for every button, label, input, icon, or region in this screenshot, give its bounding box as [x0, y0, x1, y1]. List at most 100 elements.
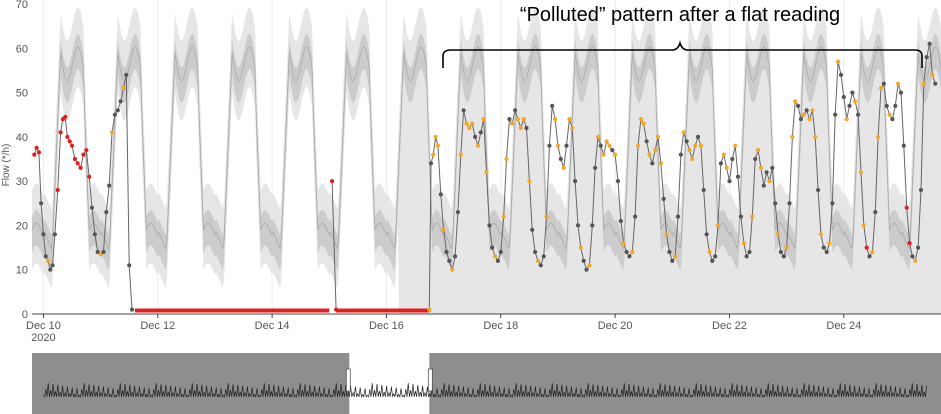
- data-point[interactable]: [470, 121, 475, 126]
- data-point[interactable]: [558, 156, 563, 162]
- data-point[interactable]: [458, 152, 463, 157]
- data-point[interactable]: [433, 134, 438, 139]
- data-point[interactable]: [721, 152, 726, 157]
- data-point[interactable]: [827, 241, 832, 246]
- data-point[interactable]: [890, 117, 895, 122]
- data-point[interactable]: [330, 179, 335, 184]
- data-point[interactable]: [115, 108, 120, 113]
- data-point[interactable]: [455, 210, 460, 215]
- data-point[interactable]: [853, 99, 858, 104]
- data-point[interactable]: [824, 249, 829, 255]
- data-point[interactable]: [427, 307, 432, 312]
- data-point[interactable]: [547, 143, 552, 148]
- data-point[interactable]: [873, 210, 878, 215]
- data-point[interactable]: [796, 103, 801, 108]
- data-point[interactable]: [673, 254, 678, 259]
- data-point[interactable]: [513, 108, 518, 113]
- data-point[interactable]: [884, 103, 889, 108]
- data-point[interactable]: [72, 156, 77, 162]
- data-point[interactable]: [541, 254, 546, 259]
- data-point[interactable]: [473, 134, 478, 139]
- data-point[interactable]: [67, 139, 72, 144]
- data-point[interactable]: [87, 174, 92, 179]
- data-point[interactable]: [453, 254, 458, 259]
- slider-handle-right[interactable]: [427, 368, 433, 392]
- data-point[interactable]: [475, 143, 480, 148]
- data-point[interactable]: [538, 263, 543, 268]
- data-point[interactable]: [41, 232, 46, 237]
- data-point[interactable]: [450, 267, 455, 272]
- data-point[interactable]: [48, 267, 53, 272]
- data-point[interactable]: [681, 130, 686, 135]
- data-point[interactable]: [901, 143, 906, 148]
- data-point[interactable]: [878, 86, 884, 91]
- data-point[interactable]: [898, 90, 904, 95]
- data-point[interactable]: [761, 183, 766, 188]
- data-point[interactable]: [65, 134, 70, 139]
- data-point[interactable]: [567, 117, 572, 122]
- data-point[interactable]: [733, 143, 738, 148]
- data-point[interactable]: [615, 179, 621, 184]
- data-point[interactable]: [744, 254, 749, 259]
- data-point[interactable]: [63, 114, 68, 119]
- data-point[interactable]: [428, 161, 434, 166]
- data-point[interactable]: [501, 214, 506, 219]
- data-point[interactable]: [821, 245, 826, 250]
- data-point[interactable]: [95, 249, 100, 255]
- data-point[interactable]: [607, 143, 612, 148]
- data-point[interactable]: [618, 218, 623, 224]
- data-point[interactable]: [661, 196, 666, 201]
- data-point[interactable]: [764, 170, 769, 175]
- data-point[interactable]: [50, 263, 55, 268]
- data-point[interactable]: [527, 179, 532, 184]
- data-point[interactable]: [593, 165, 598, 170]
- data-point[interactable]: [841, 94, 846, 100]
- data-point[interactable]: [718, 161, 724, 166]
- data-point[interactable]: [790, 134, 795, 139]
- data-point[interactable]: [758, 165, 764, 170]
- data-point[interactable]: [813, 134, 818, 139]
- data-point[interactable]: [613, 152, 618, 157]
- data-point[interactable]: [927, 41, 932, 47]
- data-point[interactable]: [581, 258, 586, 263]
- data-point[interactable]: [447, 258, 452, 263]
- data-point[interactable]: [836, 59, 841, 64]
- series-points[interactable]: [32, 41, 938, 312]
- data-point[interactable]: [561, 165, 566, 170]
- data-point[interactable]: [644, 139, 649, 144]
- data-point[interactable]: [653, 148, 658, 153]
- data-point[interactable]: [847, 103, 852, 108]
- data-point[interactable]: [807, 117, 812, 122]
- data-point[interactable]: [747, 249, 752, 255]
- data-point[interactable]: [487, 223, 492, 228]
- data-point[interactable]: [490, 245, 495, 250]
- data-point[interactable]: [655, 134, 661, 139]
- data-point[interactable]: [684, 139, 689, 144]
- data-point[interactable]: [876, 134, 881, 139]
- data-point[interactable]: [830, 201, 835, 206]
- data-point[interactable]: [564, 143, 569, 148]
- data-point[interactable]: [484, 170, 489, 175]
- data-point[interactable]: [515, 117, 521, 122]
- data-point[interactable]: [507, 117, 512, 122]
- data-point[interactable]: [121, 86, 126, 91]
- data-point[interactable]: [584, 267, 589, 272]
- data-point[interactable]: [464, 121, 469, 126]
- data-point[interactable]: [767, 179, 772, 184]
- data-point[interactable]: [550, 103, 555, 108]
- data-point[interactable]: [34, 145, 39, 150]
- data-point[interactable]: [770, 165, 775, 170]
- data-point[interactable]: [864, 245, 869, 250]
- data-point[interactable]: [910, 254, 915, 259]
- data-point[interactable]: [84, 148, 89, 153]
- data-point[interactable]: [575, 223, 581, 228]
- data-point[interactable]: [793, 99, 798, 104]
- data-point[interactable]: [735, 174, 741, 179]
- data-point[interactable]: [913, 258, 918, 263]
- data-point[interactable]: [481, 117, 486, 122]
- data-point[interactable]: [435, 143, 440, 148]
- data-point[interactable]: [707, 249, 712, 255]
- data-point[interactable]: [441, 227, 446, 232]
- data-point[interactable]: [753, 156, 758, 162]
- data-point[interactable]: [112, 112, 117, 117]
